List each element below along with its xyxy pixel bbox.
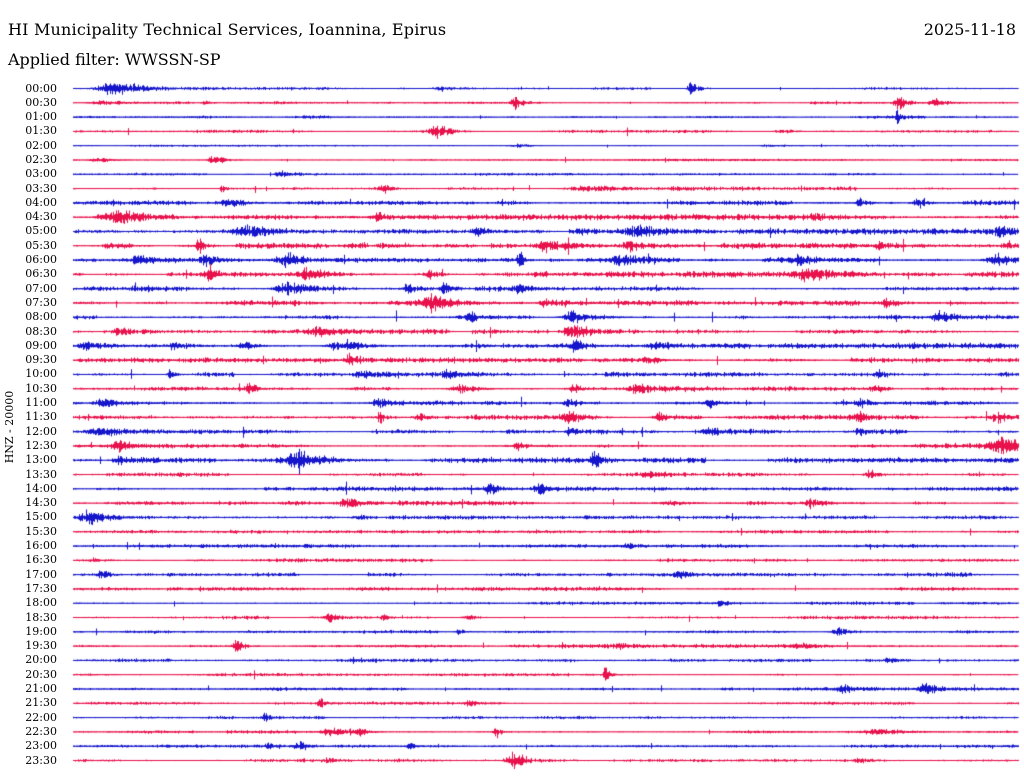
time-label: 09:00 (25, 338, 57, 352)
time-label: 11:30 (25, 410, 57, 424)
time-label: 22:30 (25, 724, 57, 738)
time-label: 04:30 (25, 210, 57, 224)
time-label: 10:30 (25, 381, 57, 395)
applied-filter-label: Applied filter: WWSSN-SP (8, 50, 221, 69)
time-label: 06:30 (25, 267, 57, 281)
time-label: 04:00 (25, 195, 57, 209)
time-label: 00:30 (25, 95, 57, 109)
time-label: 05:30 (25, 238, 57, 252)
time-label: 21:30 (25, 696, 57, 710)
time-label: 23:00 (25, 739, 57, 753)
time-label: 02:30 (25, 152, 57, 166)
time-label: 12:30 (25, 438, 57, 452)
time-label: 02:00 (25, 138, 57, 152)
time-label: 16:00 (25, 539, 57, 553)
time-label: 14:30 (25, 496, 57, 510)
time-label: 20:00 (25, 653, 57, 667)
time-label: 17:30 (25, 581, 57, 595)
time-label: 07:30 (25, 295, 57, 309)
time-label: 08:00 (25, 310, 57, 324)
time-label: 03:00 (25, 167, 57, 181)
time-label: 20:30 (25, 667, 57, 681)
time-label: 03:30 (25, 181, 57, 195)
time-label: 19:30 (25, 639, 57, 653)
time-label: 16:30 (25, 553, 57, 567)
time-label: 07:00 (25, 281, 57, 295)
time-label: 15:30 (25, 524, 57, 538)
time-label: 08:30 (25, 324, 57, 338)
time-label: 10:00 (25, 367, 57, 381)
record-date: 2025-11-18 (923, 20, 1016, 39)
station-title: HI Municipality Technical Services, Ioan… (8, 20, 447, 39)
time-label: 18:00 (25, 596, 57, 610)
time-label: 21:00 (25, 682, 57, 695)
time-label: 11:00 (25, 396, 57, 410)
time-label: 09:30 (25, 353, 57, 367)
time-label: 13:00 (25, 453, 57, 467)
time-label: 17:00 (25, 567, 57, 581)
time-label: 06:00 (25, 253, 57, 267)
time-label: 15:00 (25, 510, 57, 524)
time-label: 13:30 (25, 467, 57, 481)
time-label: 01:30 (25, 124, 57, 138)
time-label: 19:00 (25, 624, 57, 638)
time-label: 18:30 (25, 610, 57, 624)
time-label: 12:00 (25, 424, 57, 438)
time-label: 05:00 (25, 224, 57, 238)
time-label: 23:30 (25, 753, 57, 767)
time-label: 14:00 (25, 481, 57, 495)
time-label: 22:00 (25, 710, 57, 724)
time-label: 01:00 (25, 110, 57, 124)
time-label: 00:00 (25, 81, 57, 95)
